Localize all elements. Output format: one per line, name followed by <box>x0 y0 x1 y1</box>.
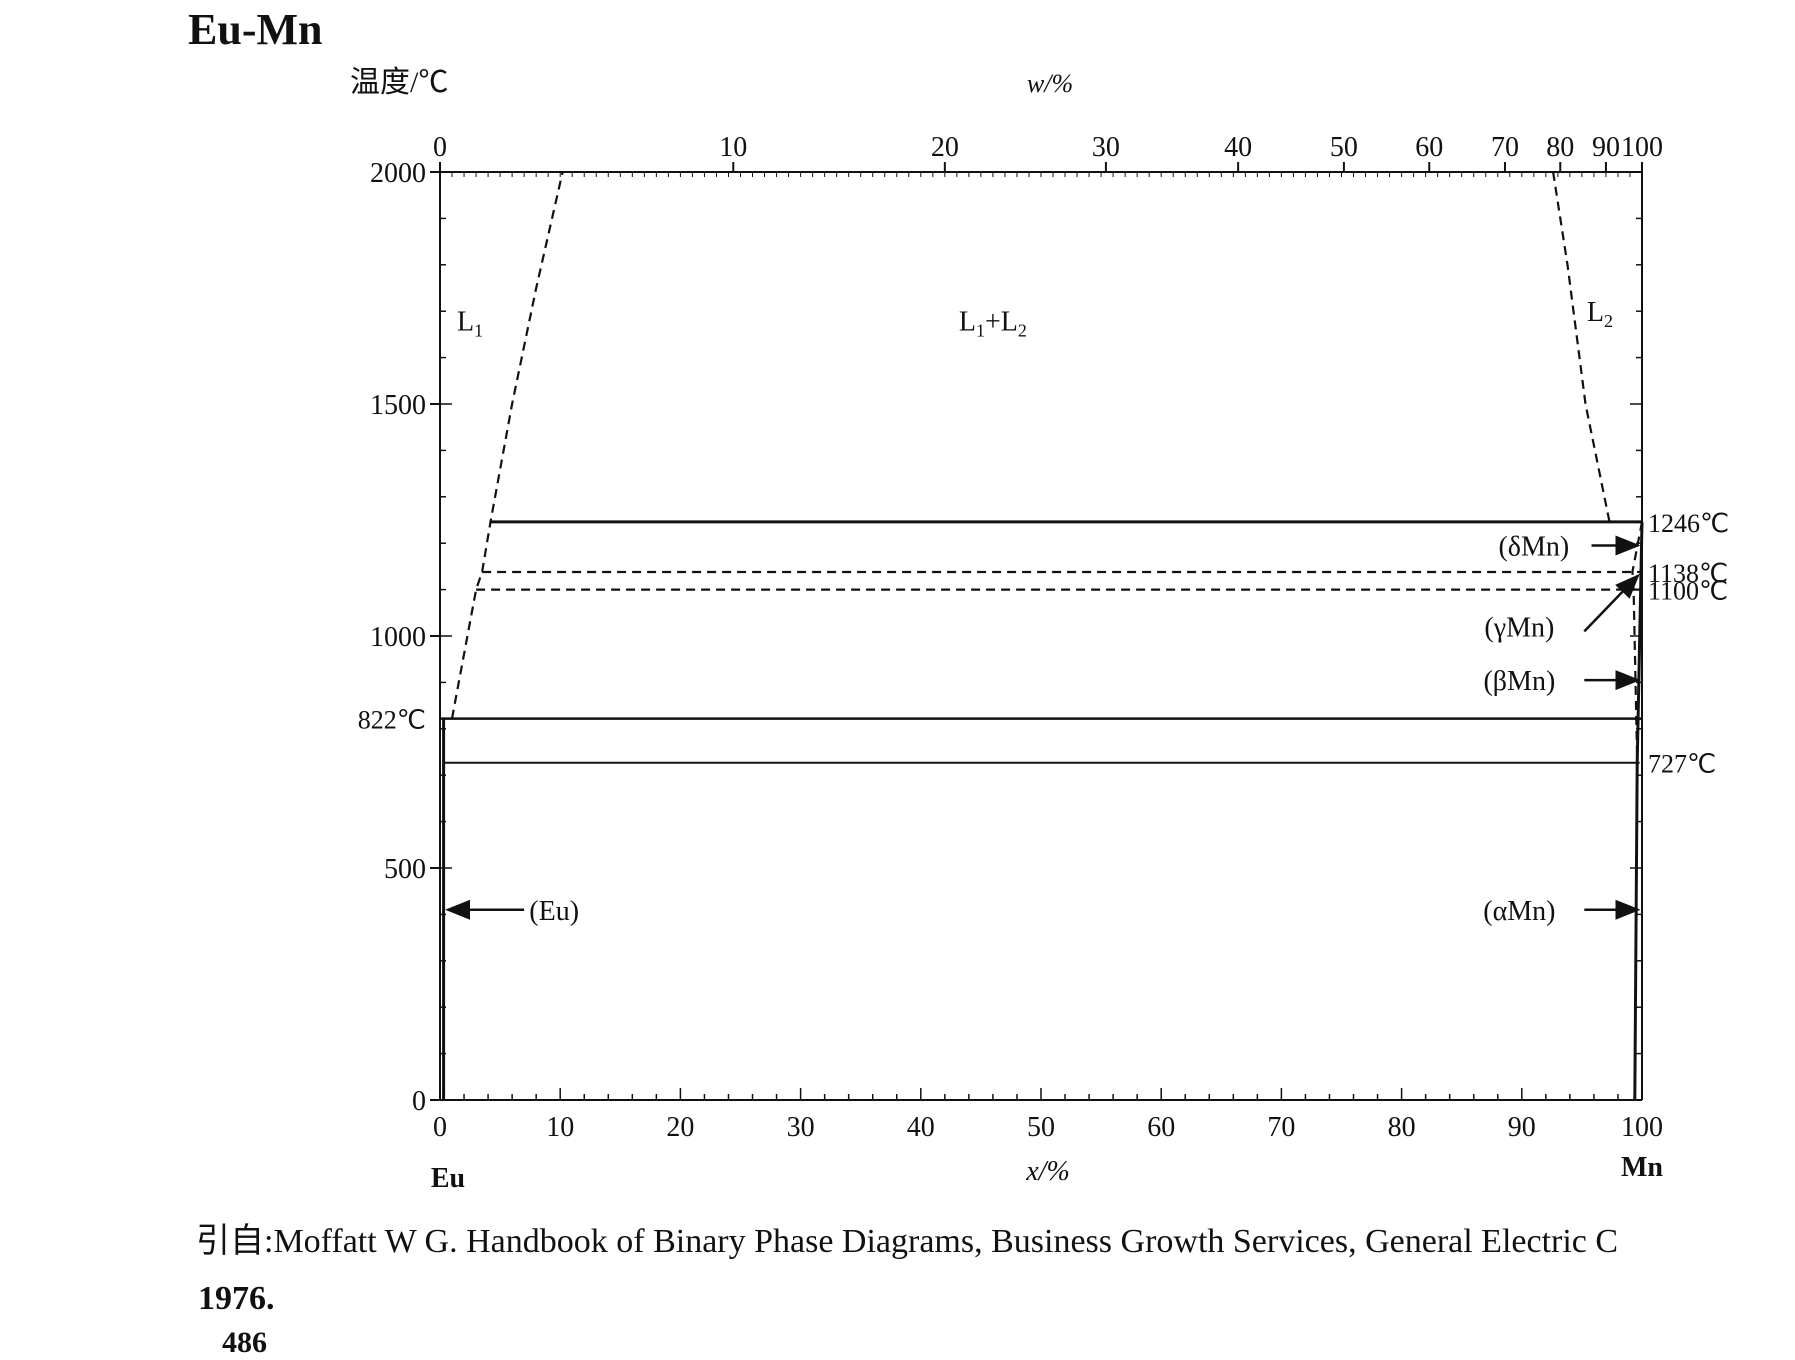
x-tick-label: 80 <box>1388 1112 1416 1143</box>
top-axis-label-text: w/% <box>1027 69 1073 98</box>
x-axis-label: x/% <box>1025 1156 1070 1187</box>
gamma-arrow <box>1583 573 1640 633</box>
x-tick-label: 60 <box>1147 1112 1175 1143</box>
x-tick-label: 100 <box>1621 1112 1663 1143</box>
y-tick-label: 0 <box>412 1086 426 1117</box>
temperature-label: 822℃ <box>358 706 426 735</box>
figure-title: Eu-Mn <box>188 5 323 54</box>
temperature-label: 1246℃ <box>1648 509 1729 538</box>
page-number: 486 <box>222 1326 267 1359</box>
x-tick-label: 50 <box>1027 1112 1055 1143</box>
x-tick-label: 10 <box>546 1112 574 1143</box>
y-tick-label: 2000 <box>370 158 426 189</box>
top-tick-label: 90 <box>1592 132 1620 163</box>
x-tick-label: 90 <box>1508 1112 1536 1143</box>
temperature-label: 727℃ <box>1648 750 1716 779</box>
top-axis-label: w/% <box>1027 69 1073 98</box>
phase-label: (βMn) <box>1483 666 1555 697</box>
top-tick-label: 10 <box>719 132 747 163</box>
top-tick-label: 30 <box>1092 132 1120 163</box>
top-tick-label: 20 <box>931 132 959 163</box>
top-tick-label: 70 <box>1491 132 1519 163</box>
temperature-label: 1138℃ <box>1648 559 1728 588</box>
y-tick-label: 1500 <box>370 390 426 421</box>
x-tick-label: 40 <box>907 1112 935 1143</box>
phase-label: (αMn) <box>1483 896 1555 927</box>
citation: 引自:Moffatt W G. Handbook of Binary Phase… <box>196 1223 1619 1260</box>
top-tick-label: 40 <box>1224 132 1252 163</box>
phase-label: L1 <box>457 306 483 340</box>
right-end-label: Mn <box>1621 1152 1663 1183</box>
phase-label: L1+L2 <box>959 306 1027 340</box>
top-tick-label: 80 <box>1546 132 1574 163</box>
top-tick-label: 0 <box>433 132 447 163</box>
top-tick-label: 50 <box>1330 132 1358 163</box>
top-tick-label: 60 <box>1415 132 1443 163</box>
left-end-label: Eu <box>431 1163 465 1194</box>
x-tick-label: 0 <box>433 1112 447 1143</box>
dashed-line-l1-liquidus <box>450 171 564 719</box>
temperature-label: 1100℃ <box>1648 577 1728 606</box>
y-axis-label: 温度/℃ <box>350 66 448 99</box>
y-tick-label: 500 <box>384 854 426 885</box>
dashed-line-l2-liquidus <box>1552 171 1611 523</box>
citation-year: 1976. <box>198 1280 275 1317</box>
y-tick-label: 1000 <box>370 622 426 653</box>
phase-label: (Eu) <box>529 896 579 927</box>
phase-label: L2 <box>1587 297 1613 331</box>
phase-label: (δMn) <box>1498 532 1569 563</box>
top-tick-label: 100 <box>1621 132 1663 163</box>
x-tick-label: 30 <box>787 1112 815 1143</box>
solid-line-mn-solvus <box>1633 521 1644 1101</box>
x-tick-label: 20 <box>666 1112 694 1143</box>
phase-label: (γMn) <box>1484 613 1554 644</box>
x-tick-label: 70 <box>1267 1112 1295 1143</box>
